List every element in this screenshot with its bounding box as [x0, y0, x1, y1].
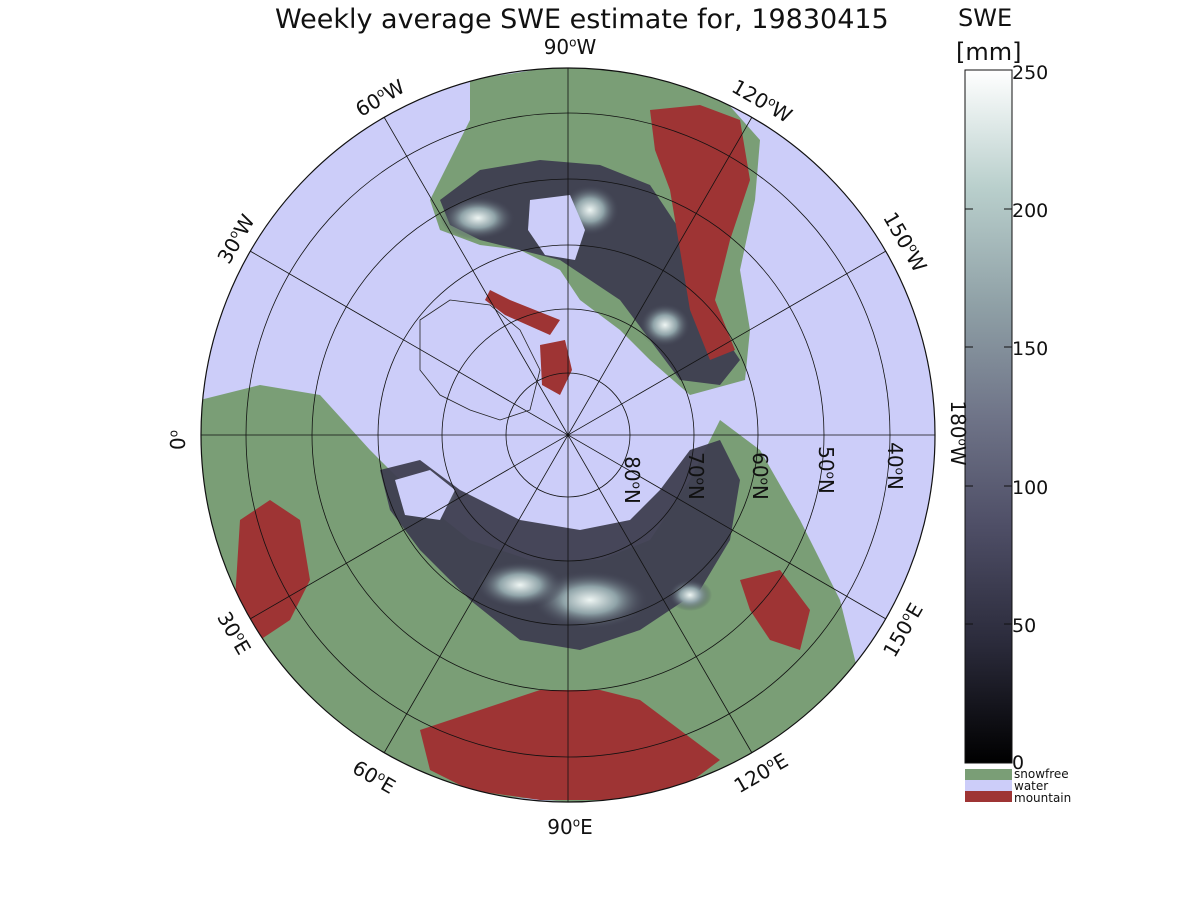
- legend-label-water: water: [1014, 779, 1049, 793]
- mountain-rockies: [650, 105, 750, 360]
- lat-label-80n: 80oN: [620, 456, 644, 504]
- colorbar-title-line1: SWE: [958, 4, 1013, 32]
- mountain-alps: [235, 500, 310, 640]
- colorbar-label-50: 50: [1012, 615, 1037, 637]
- legend-swatch-snowfree: [965, 769, 1012, 780]
- colorbar-label-200: 200: [1012, 200, 1049, 222]
- lon-label-90w: 90oW: [543, 35, 597, 59]
- colorbar-ticks: [965, 69, 1012, 764]
- lon-label-90e: 90oE: [547, 815, 593, 839]
- colorbar-label-100: 100: [1012, 477, 1049, 499]
- lat-label-40n: 40oN: [883, 442, 907, 490]
- hudson-bay: [528, 195, 585, 260]
- legend-label-snowfree: snowfree: [1014, 767, 1069, 781]
- mountain-himalaya: [420, 690, 720, 800]
- mountain-greenland-east: [540, 340, 572, 395]
- legend-swatch-mountain: [965, 791, 1012, 802]
- lon-label-180w: 180oW: [946, 400, 970, 466]
- colorbar-label-150: 150: [1012, 338, 1049, 360]
- lon-label-0: 0o: [166, 429, 190, 451]
- lat-label-60n: 60oN: [748, 452, 772, 500]
- meridian-150w-30e: [249, 250, 887, 620]
- mountain-east-asia: [740, 570, 810, 650]
- white-sea: [395, 470, 455, 520]
- colorbar-label-250: 250: [1012, 62, 1049, 84]
- legend-swatch-water: [965, 780, 1012, 791]
- colorbar-gradient: [964, 69, 1013, 764]
- lat-label-70n: 70oN: [684, 452, 708, 500]
- snow-peak-na-1: [440, 196, 516, 240]
- globe-border: [200, 67, 936, 803]
- snow-peak-na-3: [639, 303, 691, 347]
- legend-label-mountain: mountain: [1014, 791, 1072, 805]
- meridian-grid: [201, 68, 935, 802]
- land-layer: [201, 68, 860, 802]
- map-title: Weekly average SWE estimate for, 1983041…: [275, 4, 889, 35]
- snow-peak-eu-4: [668, 579, 712, 611]
- mountain-alaska: [485, 290, 560, 335]
- colorbar-title-line2: [mm]: [956, 38, 1022, 66]
- colorbar-label-0: 0: [1012, 752, 1025, 774]
- lat-label-50n: 50oN: [814, 446, 838, 494]
- snow-peak-eu-2: [475, 561, 565, 609]
